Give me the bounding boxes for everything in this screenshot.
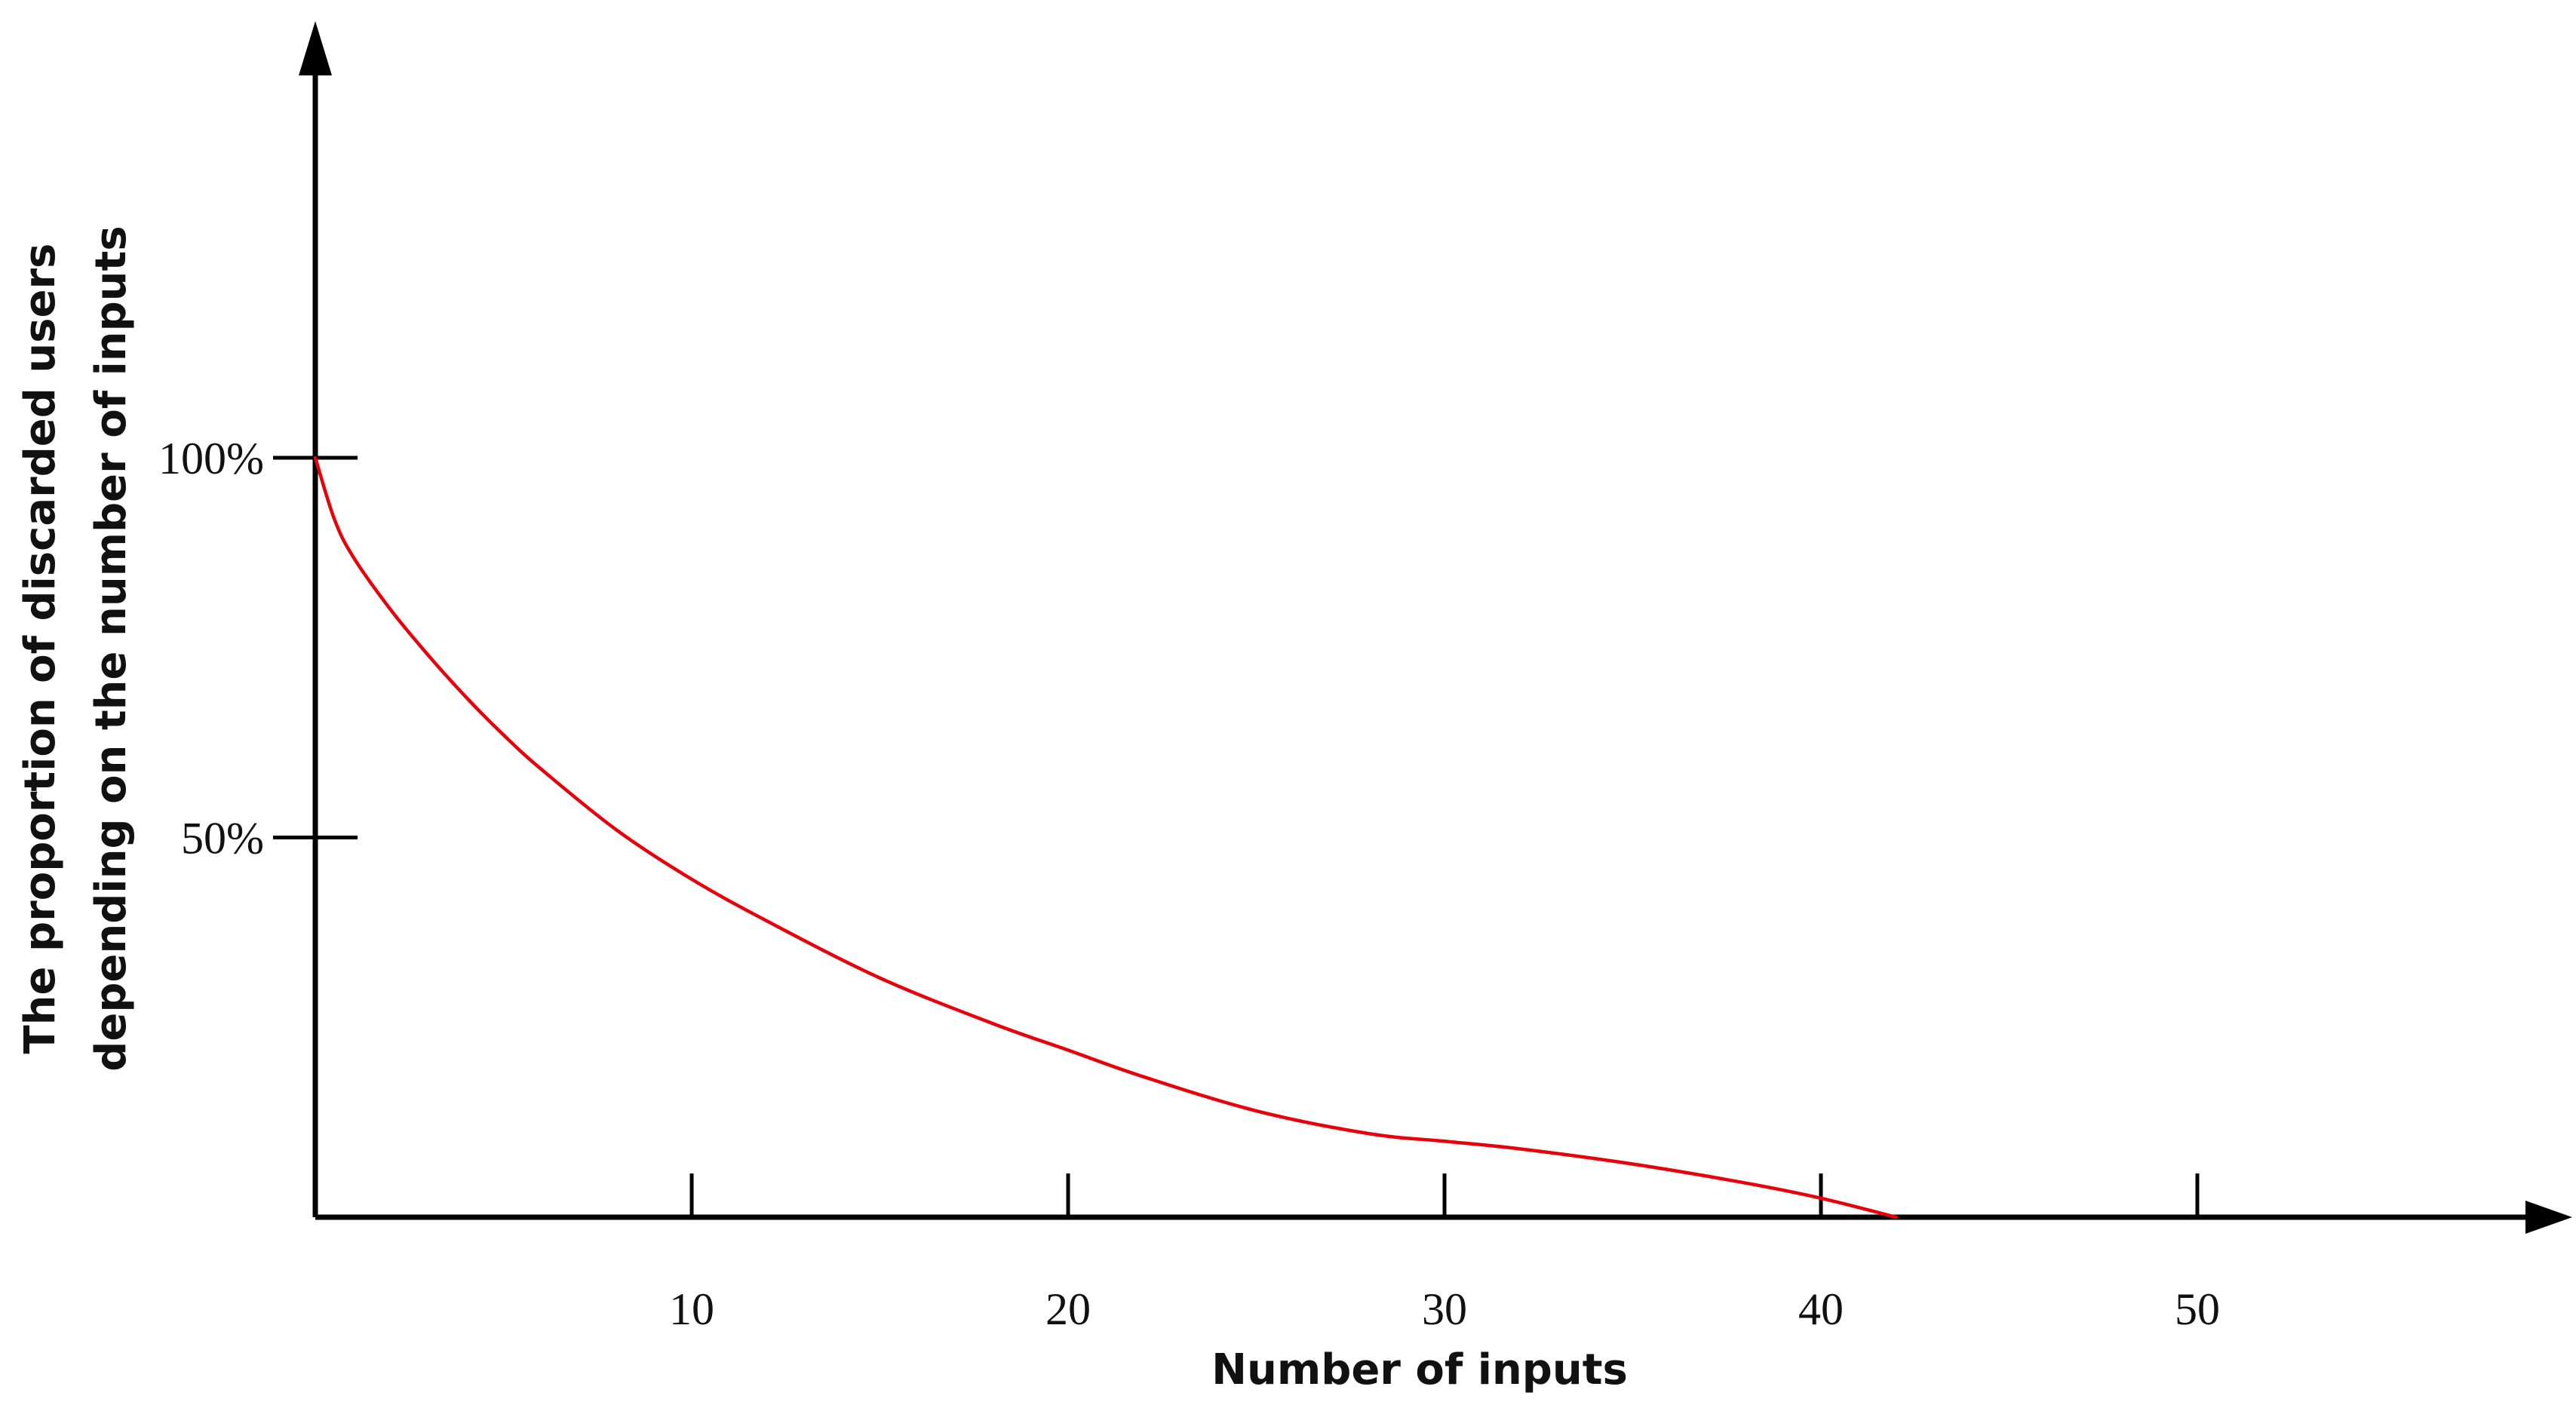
y-tick-label-100: 100% [158, 434, 264, 483]
axes [299, 21, 2572, 1234]
labels: 10 20 30 40 50 50% 100% Number of inputs The pro… [16, 225, 2220, 1394]
series-layer [313, 456, 1899, 1219]
y-axis-title-line-1: The proportion of discarded users [16, 243, 65, 1054]
x-axis-arrow [2525, 1201, 2572, 1234]
y-axis-title-line-2: depending on the number of inputs [87, 225, 136, 1071]
x-tick-label-10: 10 [669, 1284, 714, 1334]
y-axis-arrow [299, 21, 332, 75]
y-tick-label-50: 50% [181, 814, 264, 864]
x-tick-label-40: 40 [1798, 1284, 1844, 1334]
x-tick-label-50: 50 [2175, 1284, 2220, 1334]
x-tick-label-30: 30 [1422, 1284, 1467, 1334]
ticks [273, 456, 2200, 1217]
series-line-0 [313, 456, 1899, 1219]
x-axis-title: Number of inputs [1211, 1345, 1628, 1394]
x-tick-label-20: 20 [1045, 1284, 1091, 1334]
